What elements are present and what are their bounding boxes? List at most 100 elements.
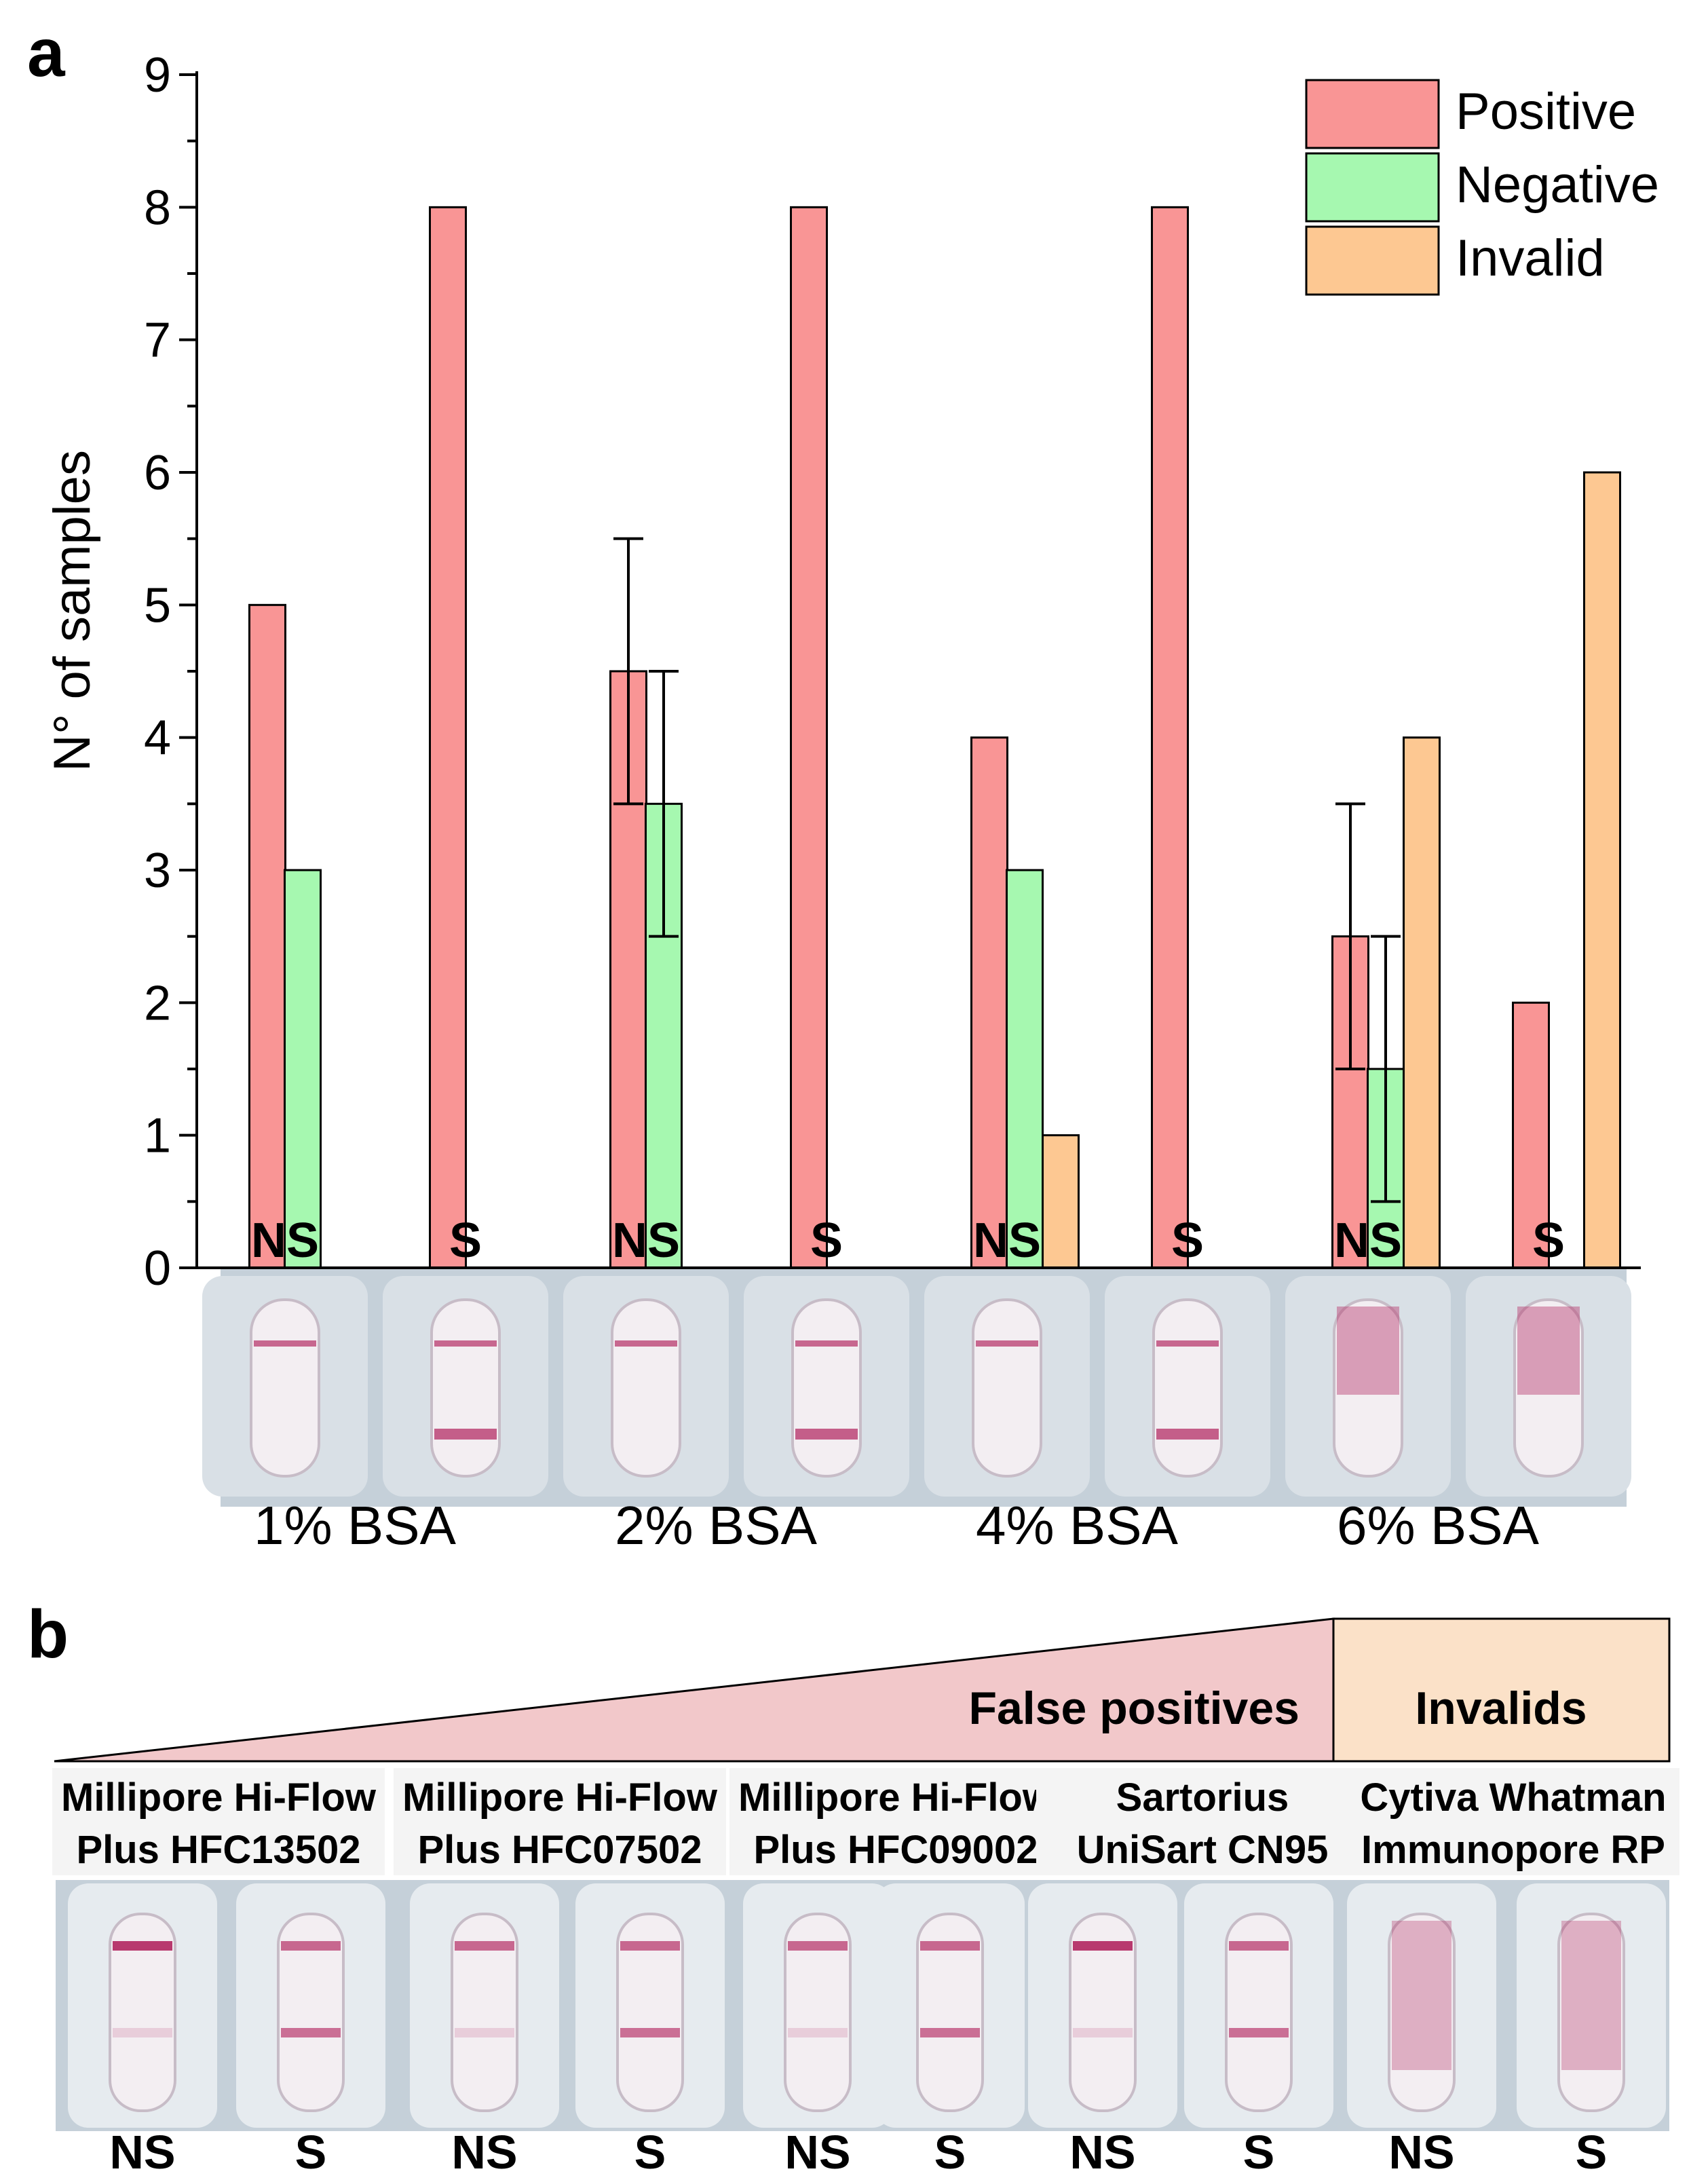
test-line [620, 2028, 680, 2037]
tick-label: 3 [144, 844, 171, 898]
membrane-label-bg [729, 1768, 1062, 1875]
strip-label: NS [784, 2126, 850, 2179]
test-strip [791, 1298, 862, 1478]
control-line [615, 1340, 677, 1347]
membrane-labels: Millipore Hi-Flow Plus HFC13502 Millipore … [52, 1768, 1679, 1875]
tick-label: 0 [144, 1241, 171, 1296]
membrane-name-line2: UniSart CN95 [1077, 1828, 1329, 1872]
tick-label: 6 [144, 446, 171, 500]
bar-positive [429, 206, 467, 1269]
category-label: S [1171, 1214, 1204, 1268]
strip-label: S [1576, 2126, 1608, 2179]
membrane-label-bg [1036, 1768, 1369, 1875]
tick-label: 1 [144, 1109, 171, 1163]
control-line [1156, 1340, 1219, 1347]
tick-label: 2 [144, 976, 171, 1030]
category-label: S [810, 1214, 843, 1268]
test-strip [451, 1913, 518, 2112]
test-strip [250, 1298, 320, 1478]
membrane-name-line1: Millipore Hi-Flow [402, 1775, 718, 1820]
membrane-name-line2: Plus HFC09002 [753, 1828, 1038, 1872]
membrane-name-line1: Millipore Hi-Flow [738, 1775, 1054, 1820]
tick-label: 4 [144, 711, 171, 766]
group-label: 4% BSA [976, 1495, 1179, 1556]
membrane-label-bg [1347, 1768, 1679, 1875]
category-label: NS [973, 1214, 1041, 1268]
test-line [281, 2028, 341, 2037]
test-strip [1557, 1913, 1625, 2112]
test-line [455, 2028, 514, 2037]
panel-b-letter: b [27, 1596, 69, 1672]
panel-a-letter: a [27, 15, 66, 91]
test-strip [611, 1298, 681, 1478]
strip-photo-panel-a [202, 1269, 1631, 1507]
strip-label: NS [451, 2126, 517, 2179]
test-line [1229, 2028, 1289, 2037]
strip-photo-panel-b [56, 1880, 1669, 2131]
category-label: NS [251, 1214, 319, 1268]
test-strip [1388, 1913, 1456, 2112]
test-line [788, 2028, 848, 2037]
control-line [281, 1941, 341, 1951]
test-strip [784, 1913, 852, 2112]
bar-negative [284, 869, 322, 1269]
test-strip [109, 1913, 176, 2112]
category-label: NS [612, 1214, 680, 1268]
legend: Positive Negative Invalid [1305, 79, 1659, 296]
membrane-name-line1: Cytiva Whatman [1360, 1775, 1666, 1820]
panel-b: False positives Invalids Millipore Hi-Fl… [52, 1617, 1679, 2179]
test-line [920, 2028, 980, 2037]
control-line [1073, 1941, 1133, 1951]
control-line [113, 1941, 172, 1951]
test-strip [430, 1298, 501, 1478]
control-line [254, 1340, 316, 1347]
bar-negative [1006, 869, 1044, 1269]
group-label: 6% BSA [1337, 1495, 1540, 1556]
bar-positive [1512, 1001, 1550, 1269]
test-strip [1333, 1298, 1403, 1478]
control-line [920, 1941, 980, 1951]
group-labels: 1% BSA 2% BSA 4% BSA 6% BSA [254, 1495, 1540, 1556]
legend-label: Negative [1456, 156, 1659, 214]
strip-label: NS [1069, 2126, 1135, 2179]
strip-label: NS [109, 2126, 175, 2179]
membrane-name-line1: Millipore Hi-Flow [61, 1775, 377, 1820]
control-line [788, 1941, 848, 1951]
smear [1517, 1307, 1580, 1395]
membrane-label-bg [52, 1768, 385, 1875]
membrane-name-line2: Immunopore RP [1361, 1828, 1665, 1872]
strip-label: S [1243, 2126, 1275, 2179]
legend-label: Positive [1456, 83, 1636, 140]
legend-swatch [1305, 79, 1440, 149]
test-strip [277, 1913, 345, 2112]
bar-invalid [1583, 471, 1621, 1269]
bar-invalid [1042, 1134, 1080, 1269]
category-label: S [1532, 1214, 1565, 1268]
legend-label: Invalid [1456, 229, 1605, 287]
test-line [1073, 2028, 1133, 2037]
bar-positive [248, 603, 286, 1269]
bar-invalid [1403, 736, 1441, 1269]
tick-label: 5 [144, 578, 171, 633]
strip-label: S [934, 2126, 966, 2179]
control-line [1229, 1941, 1289, 1951]
bar-positive [790, 206, 828, 1269]
membrane-name-line1: Sartorius [1116, 1775, 1289, 1820]
strip-label: NS [1388, 2126, 1454, 2179]
test-line [795, 1429, 858, 1440]
group-label: 1% BSA [254, 1495, 457, 1556]
test-line [434, 1429, 497, 1440]
legend-swatch [1305, 225, 1440, 296]
control-line [976, 1340, 1038, 1347]
smear [1337, 1307, 1399, 1395]
category-label: S [449, 1214, 482, 1268]
test-line [1156, 1429, 1219, 1440]
control-line [455, 1941, 514, 1951]
test-strip [916, 1913, 984, 2112]
group-label: 2% BSA [615, 1495, 818, 1556]
strip-label: S [295, 2126, 327, 2179]
test-line [113, 2028, 172, 2037]
false-positives-label: False positives [968, 1683, 1299, 1734]
tick-label: 7 [144, 314, 171, 368]
